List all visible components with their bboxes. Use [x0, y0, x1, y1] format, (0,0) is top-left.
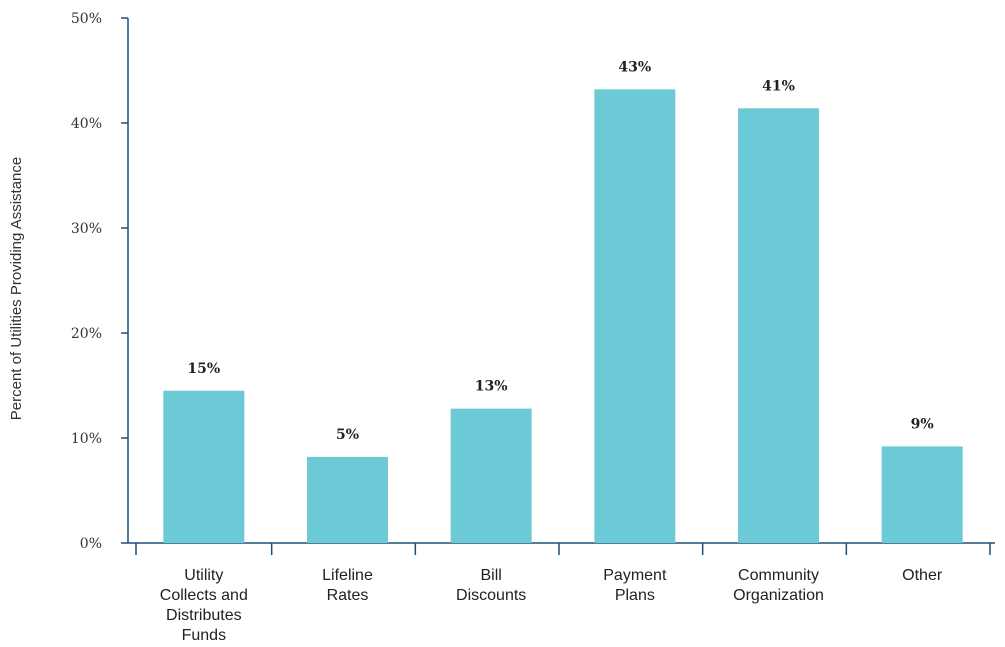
bar [450, 408, 532, 543]
bars [163, 89, 963, 544]
category-label: Discounts [456, 587, 526, 604]
category-label: Utility [184, 567, 223, 584]
data-labels: 15% 5% 13% 43% 41% 9% [187, 59, 934, 443]
category-label: Plans [615, 587, 655, 604]
y-tick-label: 20% [71, 326, 102, 342]
category-label: Lifeline [322, 567, 373, 584]
y-axis-title-group: Percent of Utilities Providing Assistanc… [8, 157, 25, 420]
data-label: 15% [187, 361, 220, 377]
data-label: 43% [618, 59, 651, 75]
category-label: Collects and [160, 587, 248, 604]
x-axis [128, 542, 995, 555]
y-axis: 0% 10% 20% 30% 40% 50% [71, 11, 129, 552]
y-tick-label: 10% [71, 431, 102, 447]
y-axis-title: Percent of Utilities Providing Assistanc… [8, 157, 25, 420]
category-label: Other [902, 567, 943, 584]
bar [881, 446, 963, 543]
bar [307, 456, 388, 543]
category-label: Community [738, 567, 819, 584]
category-label: Distributes [166, 607, 242, 624]
bar [163, 390, 245, 543]
data-label: 13% [475, 379, 508, 395]
bar [594, 89, 676, 544]
data-label: 9% [911, 416, 934, 432]
bar [738, 108, 819, 544]
category-labels: Utility Collects and Distributes Funds Lifel… [160, 567, 943, 644]
data-label: 41% [762, 78, 795, 94]
y-tick-label: 40% [71, 116, 102, 132]
y-tick-label: 0% [80, 536, 102, 552]
category-label: Payment [603, 567, 667, 584]
category-label: Rates [327, 587, 369, 604]
category-label: Funds [182, 627, 226, 644]
y-tick-label: 30% [71, 221, 102, 237]
category-label: Bill [480, 567, 501, 584]
category-label: Organization [733, 587, 824, 604]
data-label: 5% [336, 427, 359, 443]
y-tick-label: 50% [71, 11, 102, 27]
